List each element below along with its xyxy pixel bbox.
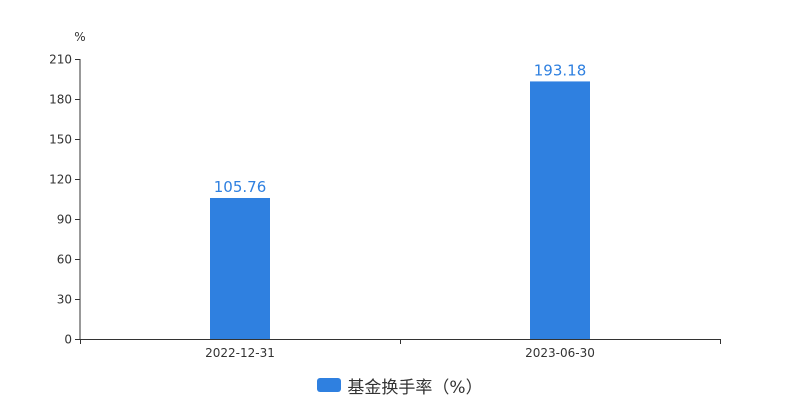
y-tick-label: 150 bbox=[49, 133, 72, 147]
bar[interactable] bbox=[210, 197, 270, 339]
legend-item[interactable]: 基金换手率（%） bbox=[317, 373, 483, 398]
legend-label: 基金换手率（%） bbox=[347, 377, 483, 398]
y-tick-label: 0 bbox=[64, 333, 72, 347]
data-labels: 105.76 193.18 bbox=[214, 61, 587, 196]
y-tick-label: 120 bbox=[49, 173, 72, 187]
y-tick-label: 60 bbox=[57, 253, 72, 267]
x-axis: 2022-12-31 2023-06-30 bbox=[80, 339, 721, 360]
x-tick-label: 2023-06-30 bbox=[525, 346, 595, 360]
y-tick-label: 30 bbox=[57, 293, 72, 307]
y-tick-label: 180 bbox=[49, 93, 72, 107]
legend: 基金换手率（%） bbox=[0, 372, 800, 398]
bar[interactable] bbox=[530, 81, 590, 339]
x-tick-label: 2022-12-31 bbox=[205, 346, 275, 360]
legend-swatch bbox=[317, 378, 342, 392]
bar-series bbox=[210, 81, 590, 339]
y-axis-unit-label: % bbox=[74, 30, 85, 44]
y-axis: 0 30 60 90 120 150 180 210 bbox=[49, 53, 81, 347]
y-tick-label: 210 bbox=[49, 53, 72, 67]
bar-value-label: 193.18 bbox=[534, 61, 587, 79]
bar-value-label: 105.76 bbox=[214, 178, 267, 196]
y-tick-label: 90 bbox=[57, 213, 72, 227]
